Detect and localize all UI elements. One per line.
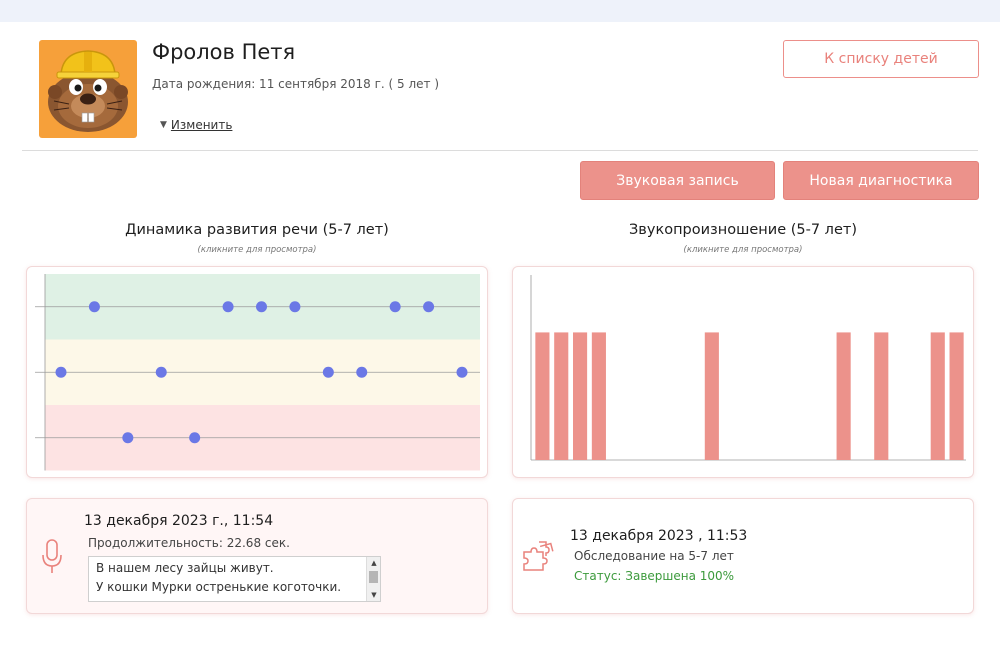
- data-point: [122, 432, 134, 444]
- scroll-up-icon[interactable]: ▲: [371, 559, 377, 567]
- diagnostics-date: 13 декабря 2023 , 11:53: [570, 528, 748, 544]
- data-point: [356, 366, 368, 378]
- bar: [836, 332, 851, 460]
- bar: [573, 332, 588, 460]
- data-point: [389, 301, 401, 313]
- bar: [591, 332, 606, 460]
- child-avatar: [39, 40, 137, 138]
- data-point: [88, 301, 100, 313]
- puzzle-icon: [523, 541, 554, 571]
- sound-pronunciation-hint: (кликните для просмотра): [683, 245, 803, 255]
- speech-dynamics-plot: [35, 274, 480, 471]
- caret-down-icon: ▼: [160, 120, 167, 130]
- header-divider: [22, 150, 978, 151]
- bar: [554, 332, 569, 460]
- data-point: [289, 301, 301, 313]
- data-point: [423, 301, 435, 313]
- new-diagnostics-button[interactable]: Новая диагностика: [783, 161, 979, 200]
- diagnostics-card[interactable]: 13 декабря 2023 , 11:53 Обследование на …: [512, 498, 974, 614]
- bar: [930, 332, 945, 460]
- edit-link-label: Изменить: [170, 118, 233, 132]
- scroll-down-icon[interactable]: ▼: [371, 591, 377, 599]
- data-point: [155, 366, 167, 378]
- data-point: [189, 432, 201, 444]
- recording-text-line: В нашем лесу зайцы живут.: [96, 561, 274, 575]
- top-strip: [0, 0, 1000, 22]
- sound-pronunciation-title: Звукопроизношение (5-7 лет): [629, 222, 857, 238]
- recording-text-box[interactable]: В нашем лесу зайцы живут. У кошки Мурки …: [88, 556, 381, 602]
- data-point: [256, 301, 267, 313]
- bar: [535, 332, 550, 460]
- birth-date: Дата рождения: 11 сентября 2018 г. ( 5 л…: [152, 77, 439, 91]
- microphone-icon: [42, 539, 62, 573]
- beaver-avatar-icon: [48, 50, 128, 132]
- sound-record-button[interactable]: Звуковая запись: [580, 161, 775, 200]
- scroll-thumb[interactable]: [369, 571, 378, 583]
- sound-pronunciation-plot: [530, 275, 966, 461]
- recording-date: 13 декабря 2023 г., 11:54: [84, 513, 274, 529]
- back-to-children-button[interactable]: К списку детей: [783, 40, 979, 78]
- bar: [949, 332, 964, 460]
- bar: [874, 332, 889, 460]
- recording-duration: Продолжительность: 22.68 сек.: [88, 536, 290, 550]
- speech-dynamics-title: Динамика развития речи (5-7 лет): [125, 222, 389, 238]
- data-point: [55, 366, 67, 378]
- data-point: [222, 301, 234, 313]
- diagnostics-status: Статус: Завершена 100%: [574, 569, 735, 583]
- bar: [704, 332, 719, 460]
- data-point: [322, 366, 334, 378]
- edit-link[interactable]: ▼ Изменить: [160, 118, 232, 132]
- diagnostics-type: Обследование на 5-7 лет: [574, 549, 734, 563]
- speech-dynamics-chart[interactable]: [26, 266, 488, 478]
- text-scrollbar[interactable]: ▲ ▼: [366, 557, 380, 601]
- recording-text-line: У кошки Мурки остренькие коготочки.: [96, 580, 342, 594]
- recording-card[interactable]: 13 декабря 2023 г., 11:54 Продолжительно…: [26, 498, 488, 614]
- data-point: [456, 366, 468, 378]
- child-name: Фролов Петя: [152, 40, 296, 64]
- speech-dynamics-hint: (кликните для просмотра): [197, 245, 317, 255]
- sound-pronunciation-chart[interactable]: [512, 266, 974, 478]
